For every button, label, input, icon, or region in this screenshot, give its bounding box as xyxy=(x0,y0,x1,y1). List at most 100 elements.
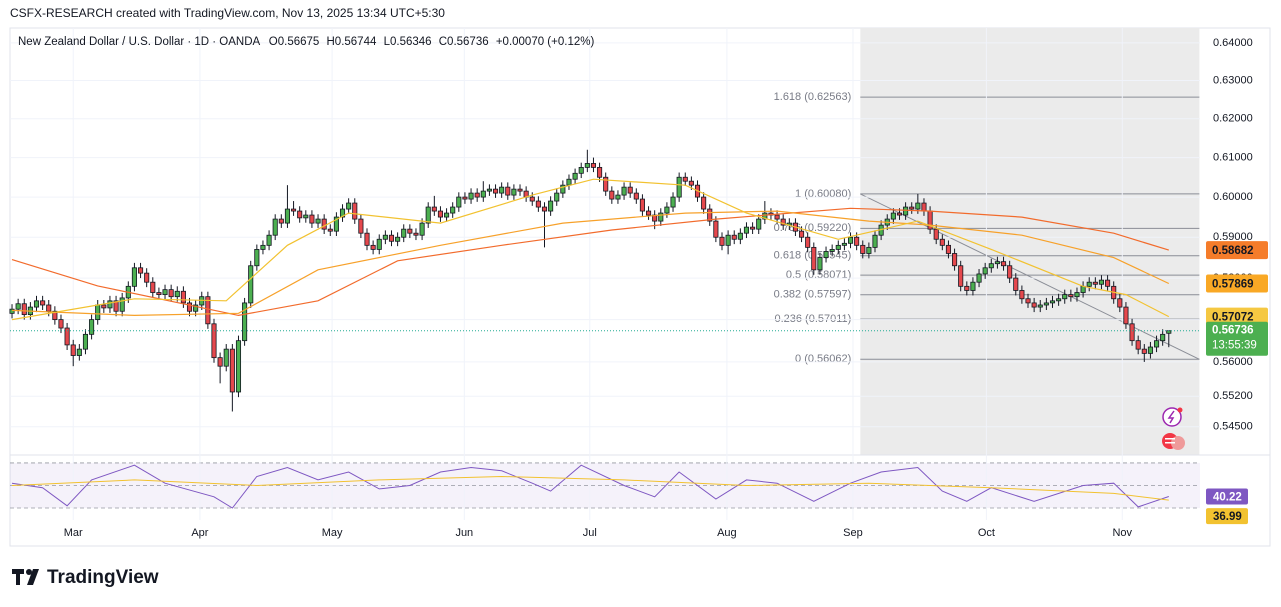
candle-body xyxy=(872,234,878,248)
candle-body xyxy=(89,319,95,335)
candle-body xyxy=(235,340,242,393)
candle-body xyxy=(750,226,756,230)
x-tick-label: Aug xyxy=(717,527,737,539)
brand-logo[interactable]: TradingView xyxy=(12,567,159,588)
candle-body xyxy=(364,232,370,246)
candle-body xyxy=(321,218,327,230)
price-box xyxy=(1206,321,1268,356)
candle-body xyxy=(1000,261,1007,267)
symbol: New Zealand Dollar / U.S. Dollar · 1D · … xyxy=(18,36,261,48)
quote-change: +0.00070 (+0.12%) xyxy=(496,36,595,48)
candle-body xyxy=(395,236,401,242)
moving-average xyxy=(11,210,1170,317)
candle-body xyxy=(646,210,652,216)
y-tick-label: 0.59000 xyxy=(1213,231,1253,243)
candle-body xyxy=(52,310,58,321)
candle-body xyxy=(970,281,976,291)
y-tick-label: 0.56000 xyxy=(1213,356,1253,368)
candle-body xyxy=(413,232,419,236)
candle-body xyxy=(933,228,939,240)
candle-body xyxy=(572,172,578,180)
candle-body xyxy=(437,210,443,218)
candle-body xyxy=(358,218,364,234)
candle-body xyxy=(419,222,425,236)
candle-body xyxy=(658,212,664,222)
candle-body xyxy=(468,192,474,200)
candle-body xyxy=(903,206,909,216)
x-tick-label: Jun xyxy=(455,527,473,539)
candle-body xyxy=(1080,285,1086,293)
candle-body xyxy=(725,234,731,246)
candle-body xyxy=(548,200,554,212)
candle-body xyxy=(964,285,970,291)
candle-body xyxy=(756,218,762,230)
candle-body xyxy=(1092,281,1098,285)
candle-body xyxy=(474,192,480,198)
candle-body xyxy=(682,176,688,182)
y-tick-label: 0.63000 xyxy=(1213,74,1253,86)
candle-body xyxy=(131,267,137,287)
candle-body xyxy=(707,208,713,222)
candle-body xyxy=(309,214,315,224)
candle-body xyxy=(743,226,750,234)
candle-body xyxy=(866,246,872,254)
candle-body xyxy=(346,202,352,210)
candle-body xyxy=(1031,302,1037,308)
fib-label: 1 (0.60080) xyxy=(795,188,851,200)
candle-body xyxy=(144,272,150,283)
candle-body xyxy=(780,218,786,226)
candle-body xyxy=(1025,298,1031,304)
x-tick-label: May xyxy=(322,527,343,539)
candle-body xyxy=(505,186,511,196)
candle-body xyxy=(976,273,982,283)
legend: New Zealand Dollar / U.S. Dollar · 1D · … xyxy=(18,36,594,48)
candle-body xyxy=(1160,333,1166,342)
candle-body xyxy=(15,303,21,310)
candle-body xyxy=(70,344,76,356)
icon-calendar[interactable] xyxy=(1162,433,1185,450)
candle-body xyxy=(664,206,670,214)
candle-body xyxy=(988,263,994,269)
candle-body xyxy=(162,289,168,296)
fib-label: 0.382 (0.57597) xyxy=(774,289,852,301)
candle-body xyxy=(945,244,951,254)
candle-body xyxy=(829,249,835,252)
candle-body xyxy=(266,234,272,246)
candle-body xyxy=(119,297,125,312)
candle-body xyxy=(168,289,174,298)
moving-average xyxy=(11,178,1170,321)
candle-body xyxy=(242,302,248,342)
candle-body xyxy=(370,244,376,250)
rsi-value-box xyxy=(1206,508,1248,525)
candle-body xyxy=(529,196,535,202)
candle-body xyxy=(1019,290,1025,300)
rsi-line xyxy=(11,475,1169,501)
candle-body xyxy=(817,257,823,271)
quote-open: O0.56675 xyxy=(269,36,320,48)
candle-body xyxy=(284,208,290,224)
candle-body xyxy=(499,186,505,194)
candle-body xyxy=(1117,298,1123,308)
rsi-value-label: 40.22 xyxy=(1213,492,1242,504)
candle-body xyxy=(223,348,229,367)
candle-body xyxy=(590,163,597,168)
fib-label: 0 (0.56062) xyxy=(795,353,851,365)
candle-body xyxy=(9,308,15,314)
candle-body xyxy=(1129,323,1135,342)
candle-body xyxy=(58,319,64,329)
x-tick-label: Sep xyxy=(843,527,863,539)
candle-body xyxy=(860,244,866,254)
candle-body xyxy=(174,290,180,298)
candle-body xyxy=(254,249,260,267)
icon-alert[interactable] xyxy=(1162,407,1183,427)
candle-body xyxy=(952,253,958,267)
rsi-value-box xyxy=(1206,488,1248,505)
candle-body xyxy=(333,216,339,232)
candle-body xyxy=(456,196,462,208)
candle-body xyxy=(480,190,486,198)
candle-body xyxy=(841,242,847,246)
candle-body xyxy=(1141,348,1147,354)
candle-body xyxy=(95,304,101,321)
